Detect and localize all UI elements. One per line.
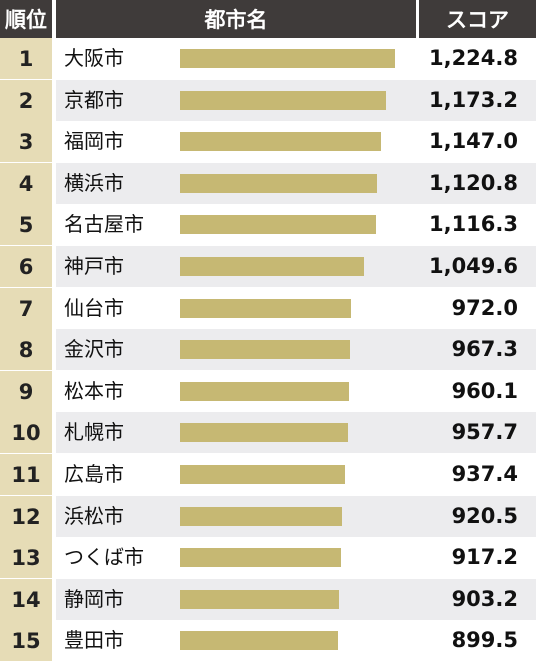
score-bar (180, 548, 341, 567)
city-column-header: 都市名 (56, 0, 416, 38)
row-body: 名古屋市 1,116.3 (56, 204, 536, 245)
rank-cell: 14 (0, 579, 52, 620)
row-body: 広島市 937.4 (56, 454, 536, 495)
score-bar (180, 340, 350, 359)
table-row: 12 浜松市 920.5 (0, 496, 536, 537)
score-value: 1,173.2 (428, 88, 518, 112)
score-value: 920.5 (451, 504, 518, 528)
row-body: 静岡市 903.2 (56, 579, 536, 620)
city-name: 札幌市 (64, 420, 124, 444)
score-value: 957.7 (451, 420, 518, 444)
city-name: 松本市 (64, 379, 124, 403)
row-body: 神戸市 1,049.6 (56, 246, 536, 287)
score-bar (180, 215, 376, 234)
table-row: 10 札幌市 957.7 (0, 412, 536, 453)
rank-cell: 9 (0, 371, 52, 412)
rank-column-header: 順位 (0, 0, 52, 38)
city-name: 横浜市 (64, 171, 124, 195)
rank-cell: 13 (0, 537, 52, 578)
city-name: 名古屋市 (64, 212, 144, 236)
score-value: 937.4 (451, 462, 518, 486)
row-body: 大阪市 1,224.8 (56, 38, 536, 79)
score-value: 1,147.0 (428, 129, 518, 153)
city-name: 神戸市 (64, 254, 124, 278)
rank-cell: 7 (0, 288, 52, 329)
table-row: 8 金沢市 967.3 (0, 329, 536, 370)
table-row: 2 京都市 1,173.2 (0, 80, 536, 121)
city-name: 静岡市 (64, 587, 124, 611)
city-name: 京都市 (64, 88, 124, 112)
city-name: 広島市 (64, 462, 124, 486)
score-value: 1,120.8 (428, 171, 518, 195)
city-name: 金沢市 (64, 337, 124, 361)
city-name: 大阪市 (64, 46, 124, 70)
rank-cell: 15 (0, 620, 52, 661)
score-bar (180, 590, 339, 609)
score-bar (180, 507, 342, 526)
score-value: 899.5 (451, 628, 518, 652)
table-row: 11 広島市 937.4 (0, 454, 536, 495)
row-body: 福岡市 1,147.0 (56, 121, 536, 162)
row-body: 京都市 1,173.2 (56, 80, 536, 121)
score-bar (180, 299, 351, 318)
city-name: 豊田市 (64, 628, 124, 652)
score-bar (180, 631, 338, 650)
city-name: 浜松市 (64, 504, 124, 528)
table-row: 13 つくば市 917.2 (0, 537, 536, 578)
score-value: 960.1 (451, 379, 518, 403)
rank-cell: 5 (0, 204, 52, 245)
row-body: 浜松市 920.5 (56, 496, 536, 537)
score-bar (180, 132, 382, 151)
table-row: 3 福岡市 1,147.0 (0, 121, 536, 162)
rank-cell: 8 (0, 329, 52, 370)
rank-cell: 1 (0, 38, 52, 79)
score-value: 972.0 (451, 296, 518, 320)
score-bar (180, 257, 365, 276)
table-row: 14 静岡市 903.2 (0, 579, 536, 620)
score-value: 917.2 (451, 545, 518, 569)
table-row: 9 松本市 960.1 (0, 371, 536, 412)
row-body: 豊田市 899.5 (56, 620, 536, 661)
row-body: 金沢市 967.3 (56, 329, 536, 370)
score-value: 1,049.6 (428, 254, 518, 278)
score-bar (180, 423, 349, 442)
row-body: 仙台市 972.0 (56, 288, 536, 329)
city-name: 仙台市 (64, 296, 124, 320)
rank-cell: 2 (0, 80, 52, 121)
score-value: 967.3 (451, 337, 518, 361)
table-row: 15 豊田市 899.5 (0, 620, 536, 661)
row-body: 松本市 960.1 (56, 371, 536, 412)
table-row: 5 名古屋市 1,116.3 (0, 204, 536, 245)
rank-cell: 6 (0, 246, 52, 287)
score-bar (180, 382, 349, 401)
rank-cell: 4 (0, 163, 52, 204)
score-bar (180, 49, 395, 68)
table-row: 1 大阪市 1,224.8 (0, 38, 536, 79)
score-bar (180, 91, 386, 110)
table-row: 4 横浜市 1,120.8 (0, 163, 536, 204)
row-body: 札幌市 957.7 (56, 412, 536, 453)
table-header: 順位 都市名 スコア (0, 0, 536, 38)
table-row: 7 仙台市 972.0 (0, 288, 536, 329)
score-bar (180, 465, 345, 484)
city-name: 福岡市 (64, 129, 124, 153)
city-name: つくば市 (64, 545, 144, 569)
row-body: つくば市 917.2 (56, 537, 536, 578)
rank-cell: 11 (0, 454, 52, 495)
rank-cell: 3 (0, 121, 52, 162)
score-value: 903.2 (451, 587, 518, 611)
row-body: 横浜市 1,120.8 (56, 163, 536, 204)
rank-cell: 10 (0, 412, 52, 453)
score-column-header: スコア (419, 0, 536, 38)
score-value: 1,116.3 (428, 212, 518, 236)
score-bar (180, 174, 377, 193)
rank-cell: 12 (0, 496, 52, 537)
table-row: 6 神戸市 1,049.6 (0, 246, 536, 287)
score-value: 1,224.8 (428, 46, 518, 70)
